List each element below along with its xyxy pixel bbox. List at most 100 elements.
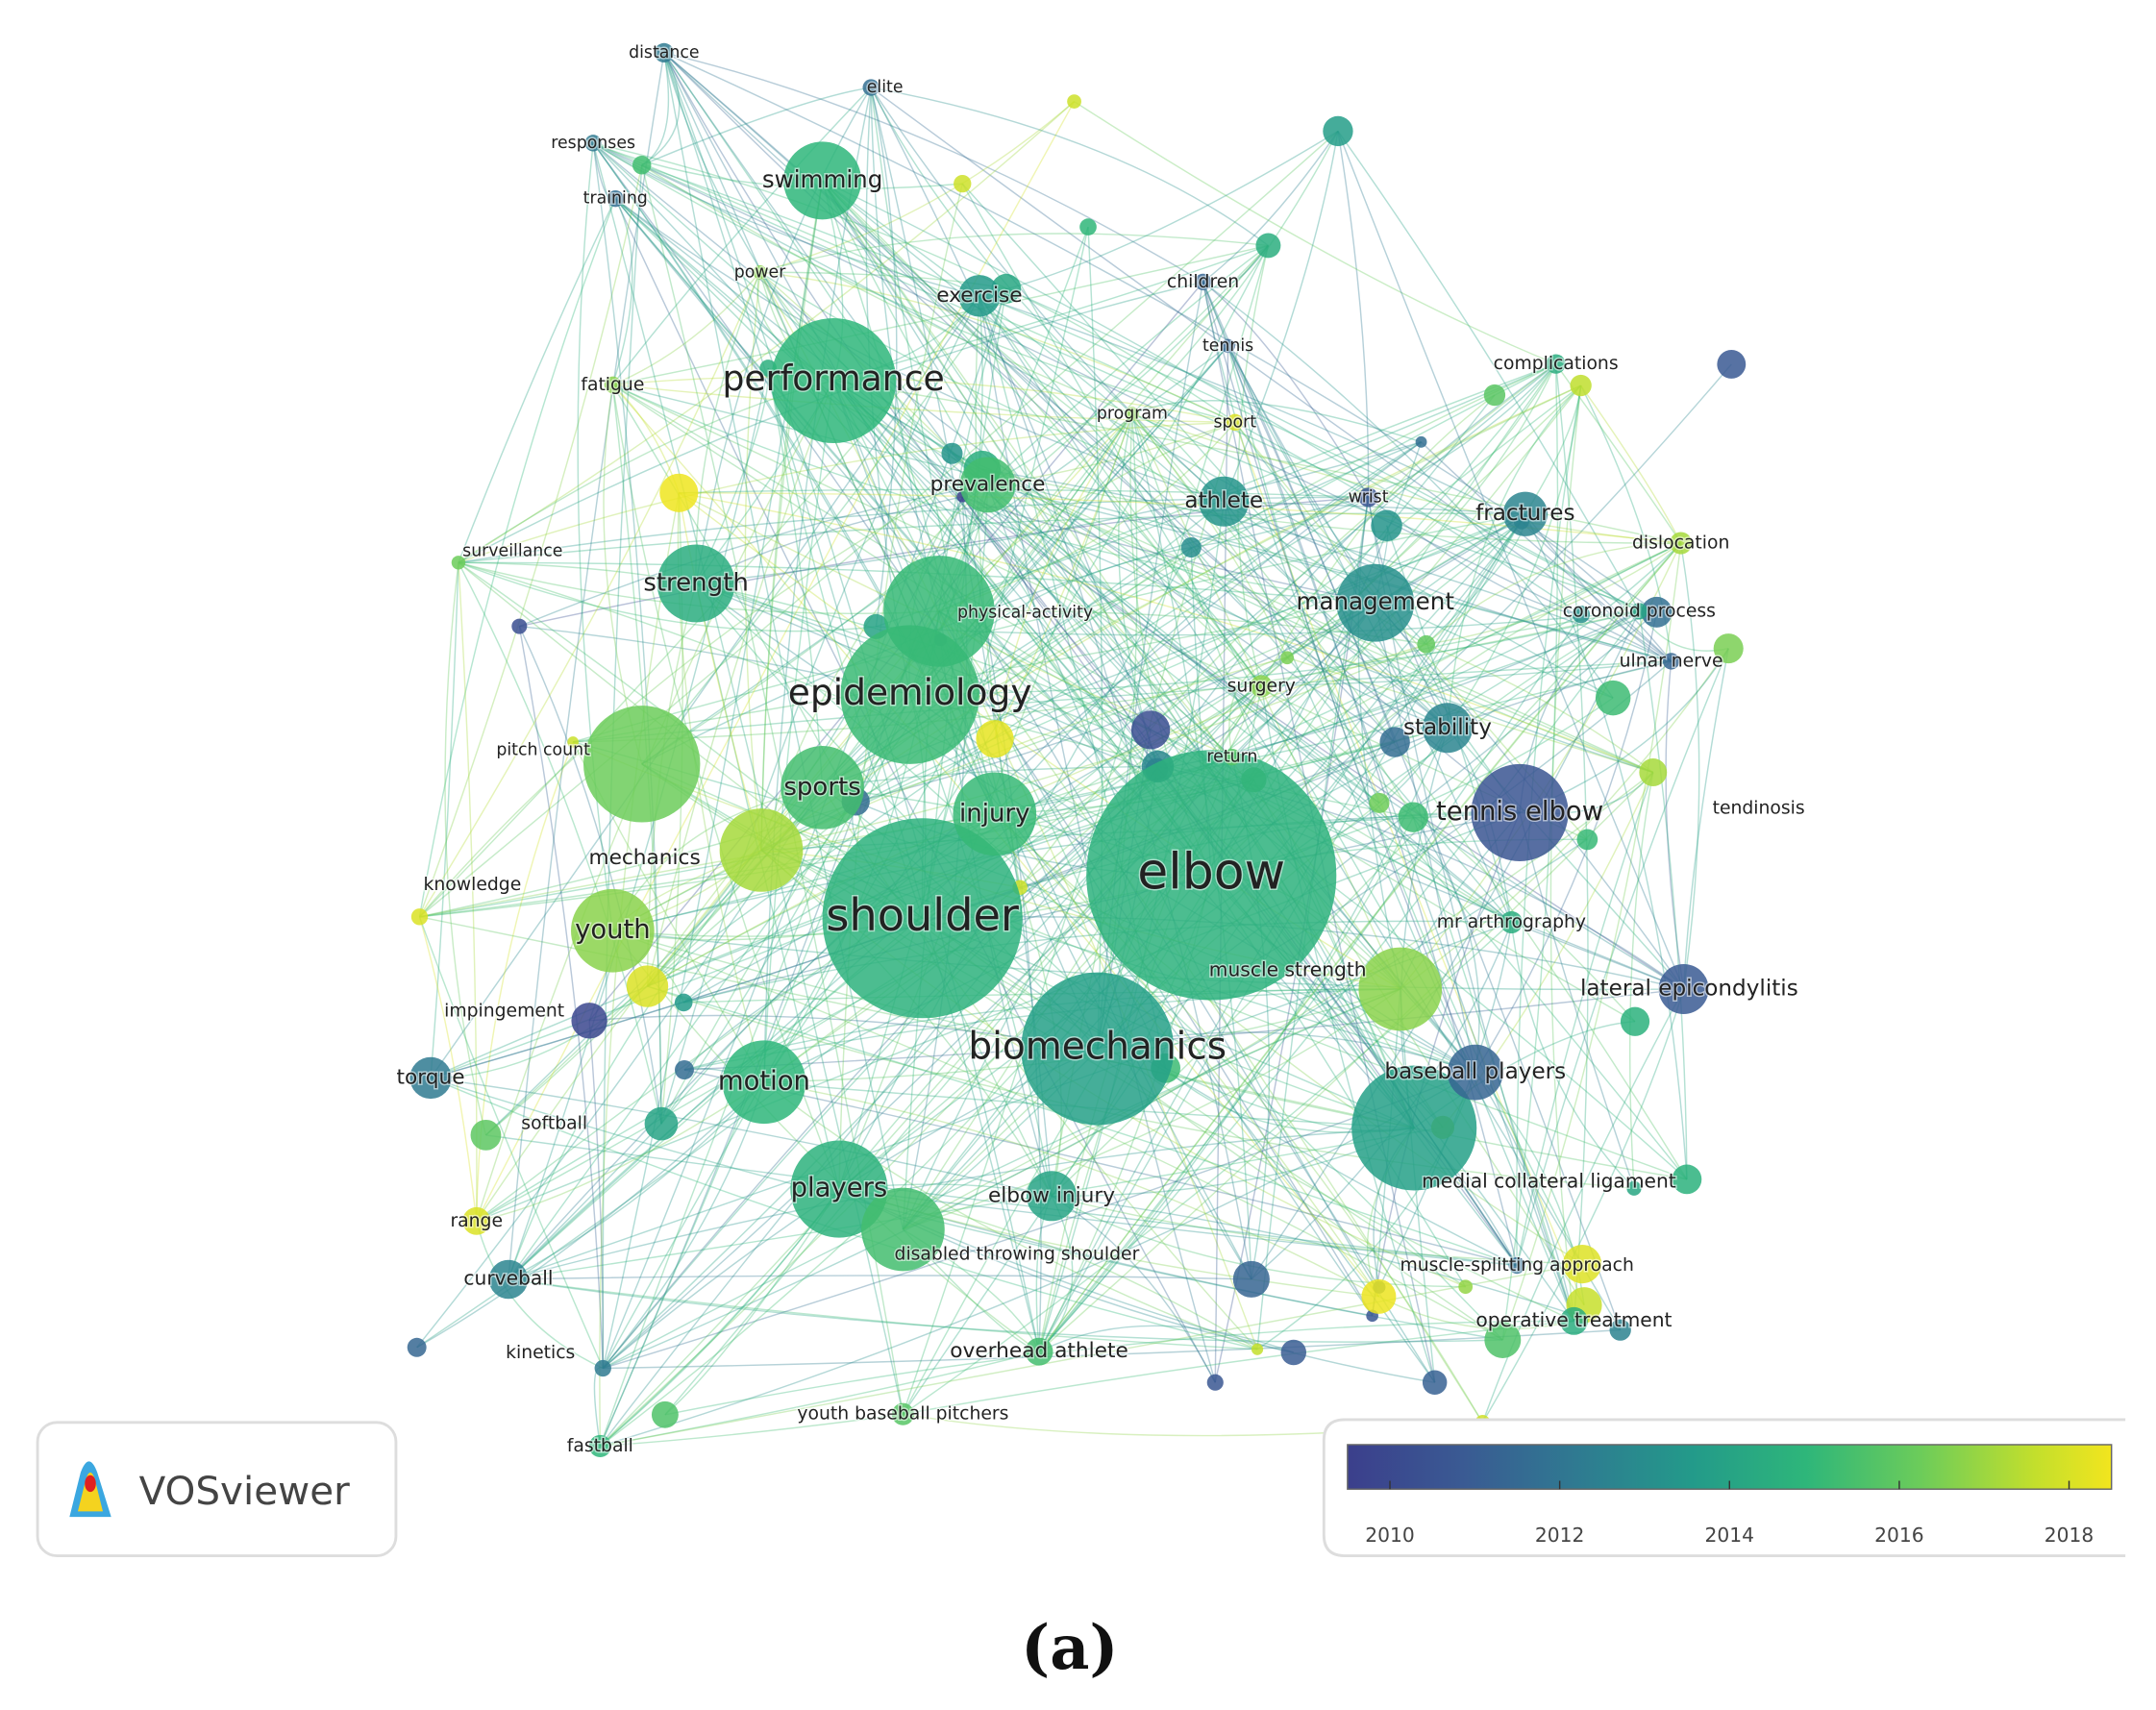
edge <box>663 52 1521 813</box>
edge <box>1378 1296 1574 1330</box>
node <box>883 556 995 667</box>
edge <box>909 610 1640 696</box>
edge <box>572 513 1525 743</box>
node-label: medial collateral ligament <box>1422 1169 1676 1192</box>
edge <box>508 52 665 1280</box>
edge <box>1516 648 1729 1266</box>
edge <box>1227 345 1396 743</box>
node <box>632 156 652 175</box>
edge <box>611 198 633 385</box>
edge <box>592 142 1235 424</box>
edge <box>987 244 1269 485</box>
node <box>1358 487 1378 508</box>
edge <box>1223 501 1672 662</box>
edge <box>760 180 824 851</box>
edge <box>679 492 1654 774</box>
edge <box>1337 131 1370 498</box>
edge <box>572 741 1476 1074</box>
edge <box>760 180 824 851</box>
node <box>891 1402 914 1425</box>
node <box>771 317 897 444</box>
edge <box>660 413 1133 1125</box>
edge <box>994 813 1380 1298</box>
edge <box>418 198 616 917</box>
edge <box>663 52 1396 743</box>
node-label: kinetics <box>506 1343 575 1363</box>
edge <box>1447 660 1672 729</box>
edge <box>821 180 1476 1074</box>
edge <box>1357 497 1401 990</box>
edge <box>1051 1195 1466 1288</box>
edge <box>763 87 872 1082</box>
edge <box>612 384 1672 662</box>
edge <box>614 198 1216 1383</box>
edge <box>614 198 1444 1128</box>
edge <box>1501 363 1559 1341</box>
node <box>488 1259 529 1300</box>
edge <box>592 142 963 189</box>
node <box>470 1119 502 1151</box>
edge <box>612 384 1235 424</box>
logo-box <box>36 1421 398 1558</box>
edge <box>1202 282 1622 1330</box>
edge <box>419 602 1376 918</box>
edge <box>870 87 898 627</box>
edge <box>1260 394 1496 687</box>
edge <box>663 52 1192 549</box>
node <box>1630 603 1648 620</box>
edge <box>1223 501 1449 729</box>
node <box>958 275 1001 317</box>
edge <box>602 988 1401 1370</box>
node <box>1672 1164 1702 1195</box>
node <box>1227 413 1244 432</box>
edge <box>870 87 1133 415</box>
edge <box>1227 345 1583 1265</box>
node <box>1641 596 1673 628</box>
edge <box>431 985 648 1079</box>
legend-tick-label: 2010 <box>1365 1524 1414 1547</box>
node-label: fatigue <box>581 375 644 395</box>
edge <box>418 916 478 1222</box>
node <box>753 265 767 280</box>
edge <box>430 295 980 1078</box>
node-label: youth <box>575 915 651 945</box>
edge <box>1202 281 1370 498</box>
edge <box>994 413 1133 740</box>
edge <box>760 643 1426 852</box>
node <box>1280 651 1295 665</box>
node <box>604 376 622 393</box>
node <box>1130 710 1171 750</box>
edge <box>664 1188 840 1416</box>
edge <box>1682 648 1729 989</box>
edge <box>987 483 1262 687</box>
node <box>1713 633 1744 664</box>
edge <box>612 384 1375 604</box>
node-label: muscle-splitting approach <box>1400 1255 1633 1276</box>
node-label: overhead athlete <box>950 1339 1128 1363</box>
node <box>722 1040 806 1125</box>
edge <box>1579 384 1673 661</box>
node-label: children <box>1167 272 1239 292</box>
edge <box>1679 542 1700 990</box>
edge <box>678 492 762 851</box>
edge <box>1191 363 1557 549</box>
edge <box>1628 772 1654 1189</box>
node <box>584 135 602 152</box>
node-label: management <box>1297 587 1455 615</box>
edge <box>1051 1195 1621 1331</box>
node-label: elbow injury <box>988 1183 1115 1207</box>
edge <box>1337 131 1685 990</box>
edge <box>961 496 1375 604</box>
edge <box>1447 384 1582 729</box>
node <box>1358 947 1443 1031</box>
edge <box>987 244 1269 485</box>
edge <box>1131 412 1681 544</box>
node-label: elite <box>867 78 904 97</box>
node-label: softball <box>521 1114 587 1134</box>
edge <box>695 582 1254 781</box>
edge <box>476 101 1076 1222</box>
edge <box>508 1127 1415 1280</box>
node <box>1086 750 1337 1001</box>
legend-tick-label: 2018 <box>2044 1524 2094 1547</box>
